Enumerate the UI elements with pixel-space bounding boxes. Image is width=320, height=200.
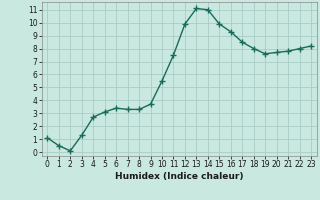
X-axis label: Humidex (Indice chaleur): Humidex (Indice chaleur): [115, 172, 244, 181]
